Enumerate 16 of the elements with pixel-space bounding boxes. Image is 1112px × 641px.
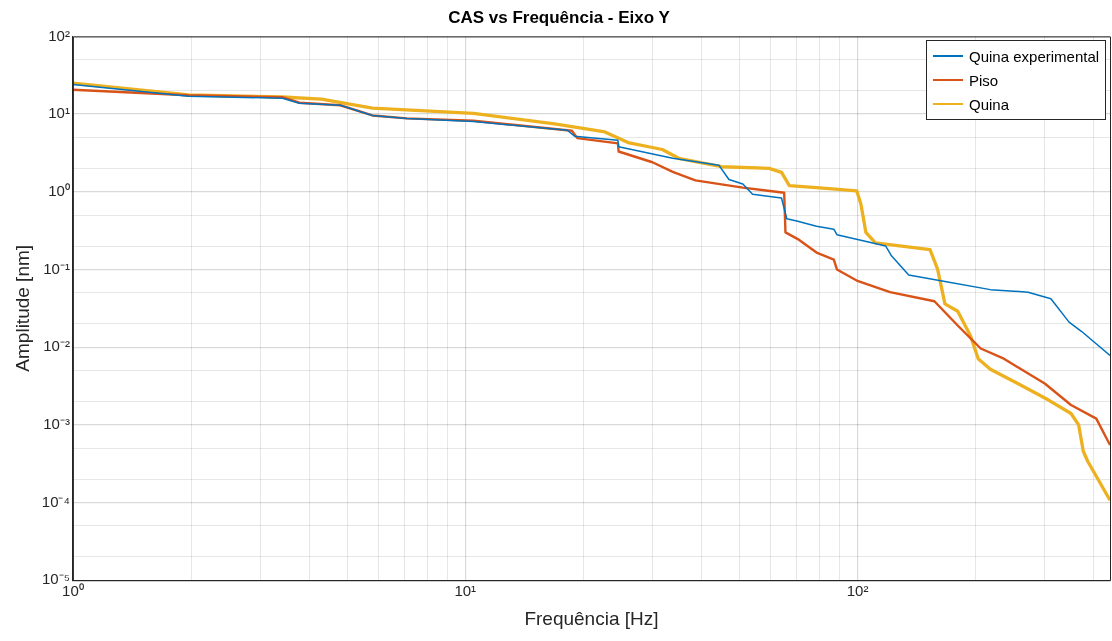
y-tick-label: 10² [48,26,70,44]
y-tick-label: 10⁰ [48,181,70,199]
y-axis-title: Amplitude [nm] [11,244,33,372]
x-axis-title: Frequência [Hz] [524,607,659,629]
legend-label: Quina [969,95,1010,113]
legend-label: Quina experimental [969,47,1100,65]
y-tick-label: 10⁻³ [43,414,70,432]
y-tick-label: 10⁻⁴ [41,492,70,510]
x-tick-label: 10¹ [454,582,477,600]
legend-label: Piso [969,71,999,89]
chart-title: CAS vs Frequência - Eixo Y [448,7,671,27]
x-tick-label: 10⁰ [62,582,84,600]
y-tick-label: 10⁻² [43,337,70,355]
y-tick-label: 10⁻¹ [43,259,70,277]
y-tick-label: 10¹ [48,104,70,122]
x-tick-label: 10² [846,582,869,600]
